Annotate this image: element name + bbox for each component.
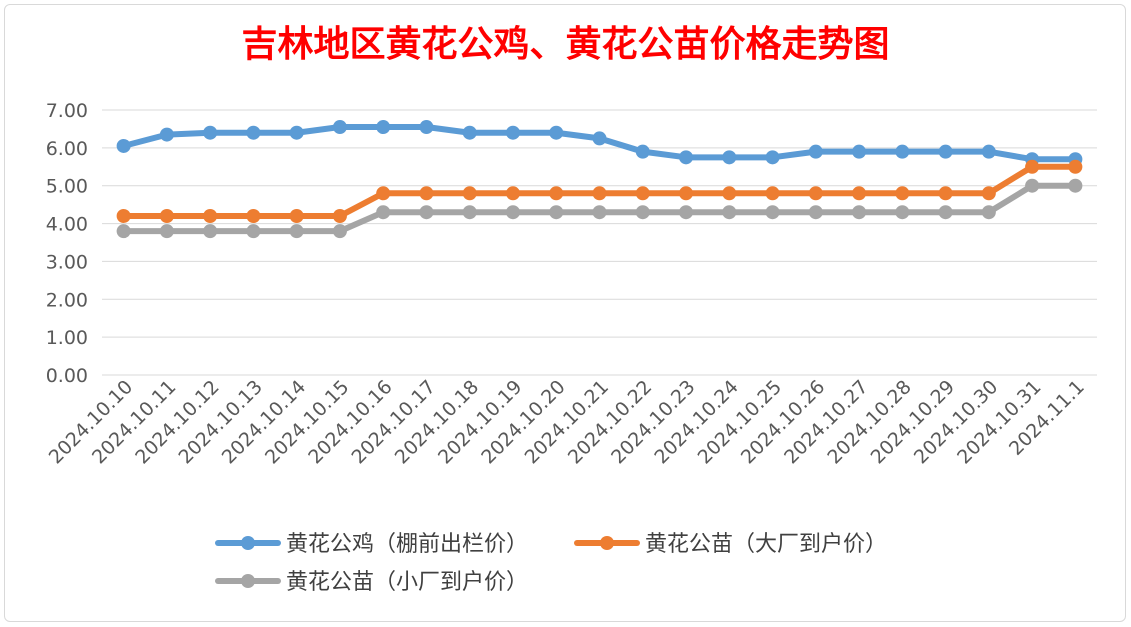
data-point <box>592 186 607 201</box>
data-point <box>722 186 737 201</box>
data-point <box>376 186 391 201</box>
data-point <box>1025 159 1040 174</box>
legend-label: 黄花公苗（大厂到户价） <box>645 532 887 557</box>
data-point <box>246 125 261 140</box>
data-point <box>722 205 737 220</box>
data-point <box>116 138 131 153</box>
legend-label: 黄花公苗（小厂到户价） <box>286 570 528 595</box>
data-point <box>765 150 780 165</box>
data-point <box>289 209 304 223</box>
data-point <box>505 186 520 201</box>
data-point <box>635 205 650 220</box>
data-point <box>1025 178 1040 193</box>
data-point <box>592 131 607 146</box>
legend-item: 黄花公苗（小厂到户价） <box>215 570 528 595</box>
data-point <box>462 205 477 220</box>
data-point <box>159 127 174 142</box>
data-point <box>549 186 564 201</box>
data-point <box>1068 159 1083 174</box>
series-lines <box>116 120 1083 239</box>
series-2 <box>116 159 1083 223</box>
data-point <box>895 144 910 159</box>
data-point <box>332 224 347 239</box>
data-point <box>462 186 477 201</box>
data-point <box>938 186 953 201</box>
data-point <box>203 224 218 239</box>
legend: 黄花公鸡（棚前出栏价） 黄花公苗（大厂到户价） 黄花公苗（小厂到户价） <box>215 532 887 595</box>
legend-marker <box>241 536 255 550</box>
data-point <box>376 120 391 135</box>
data-point <box>289 224 304 239</box>
data-point <box>246 224 261 239</box>
y-tick-label: 3.00 <box>46 251 88 273</box>
data-point <box>159 224 174 239</box>
data-point <box>679 205 694 220</box>
data-point <box>462 125 477 140</box>
data-point <box>852 186 867 201</box>
data-point <box>808 144 823 159</box>
data-point <box>332 120 347 135</box>
data-point <box>419 120 434 135</box>
data-point <box>289 125 304 140</box>
data-point <box>1068 178 1083 193</box>
data-point <box>592 205 607 220</box>
y-tick-label: 4.00 <box>46 214 88 236</box>
series-1 <box>116 120 1083 167</box>
legend-label: 黄花公鸡（棚前出栏价） <box>286 532 528 557</box>
data-point <box>159 209 174 223</box>
data-point <box>722 150 737 165</box>
data-point <box>332 209 347 223</box>
data-point <box>895 186 910 201</box>
data-point <box>116 209 131 223</box>
gridlines <box>102 109 1097 376</box>
data-point <box>203 209 218 223</box>
data-point <box>419 205 434 220</box>
data-point <box>635 144 650 159</box>
data-point <box>505 205 520 220</box>
data-point <box>203 125 218 140</box>
y-axis-ticks: 0.00 1.00 2.00 3.00 4.00 5.00 6.00 7.00 <box>46 100 88 387</box>
legend-item: 黄花公苗（大厂到户价） <box>574 532 887 557</box>
data-point <box>116 224 131 239</box>
data-point <box>505 125 520 140</box>
data-point <box>376 205 391 220</box>
y-tick-label: 6.00 <box>46 138 88 160</box>
data-point <box>852 144 867 159</box>
data-point <box>981 186 996 201</box>
y-tick-label: 2.00 <box>46 289 88 311</box>
data-point <box>981 144 996 159</box>
legend-marker <box>600 536 614 550</box>
data-point <box>808 186 823 201</box>
data-point <box>981 205 996 220</box>
x-axis-ticks: 2024.10.102024.10.112024.10.122024.10.13… <box>45 376 1089 468</box>
series-3 <box>116 178 1083 239</box>
chart-title: 吉林地区黄花公鸡、黄花公苗价格走势图 <box>241 23 890 65</box>
chart-area <box>4 4 1126 622</box>
data-point <box>895 205 910 220</box>
data-point <box>549 205 564 220</box>
y-tick-label: 0.00 <box>46 365 88 387</box>
y-tick-label: 1.00 <box>46 327 88 349</box>
data-point <box>765 205 780 220</box>
data-point <box>549 125 564 140</box>
data-point <box>938 205 953 220</box>
data-point <box>938 144 953 159</box>
data-point <box>852 205 867 220</box>
data-point <box>635 186 650 201</box>
data-point <box>679 186 694 201</box>
legend-item: 黄花公鸡（棚前出栏价） <box>215 532 528 557</box>
data-point <box>246 209 261 223</box>
legend-marker <box>241 574 255 588</box>
data-point <box>765 186 780 201</box>
y-tick-label: 7.00 <box>46 100 88 122</box>
data-point <box>808 205 823 220</box>
data-point <box>419 186 434 201</box>
y-tick-label: 5.00 <box>46 176 88 198</box>
data-point <box>679 150 694 165</box>
